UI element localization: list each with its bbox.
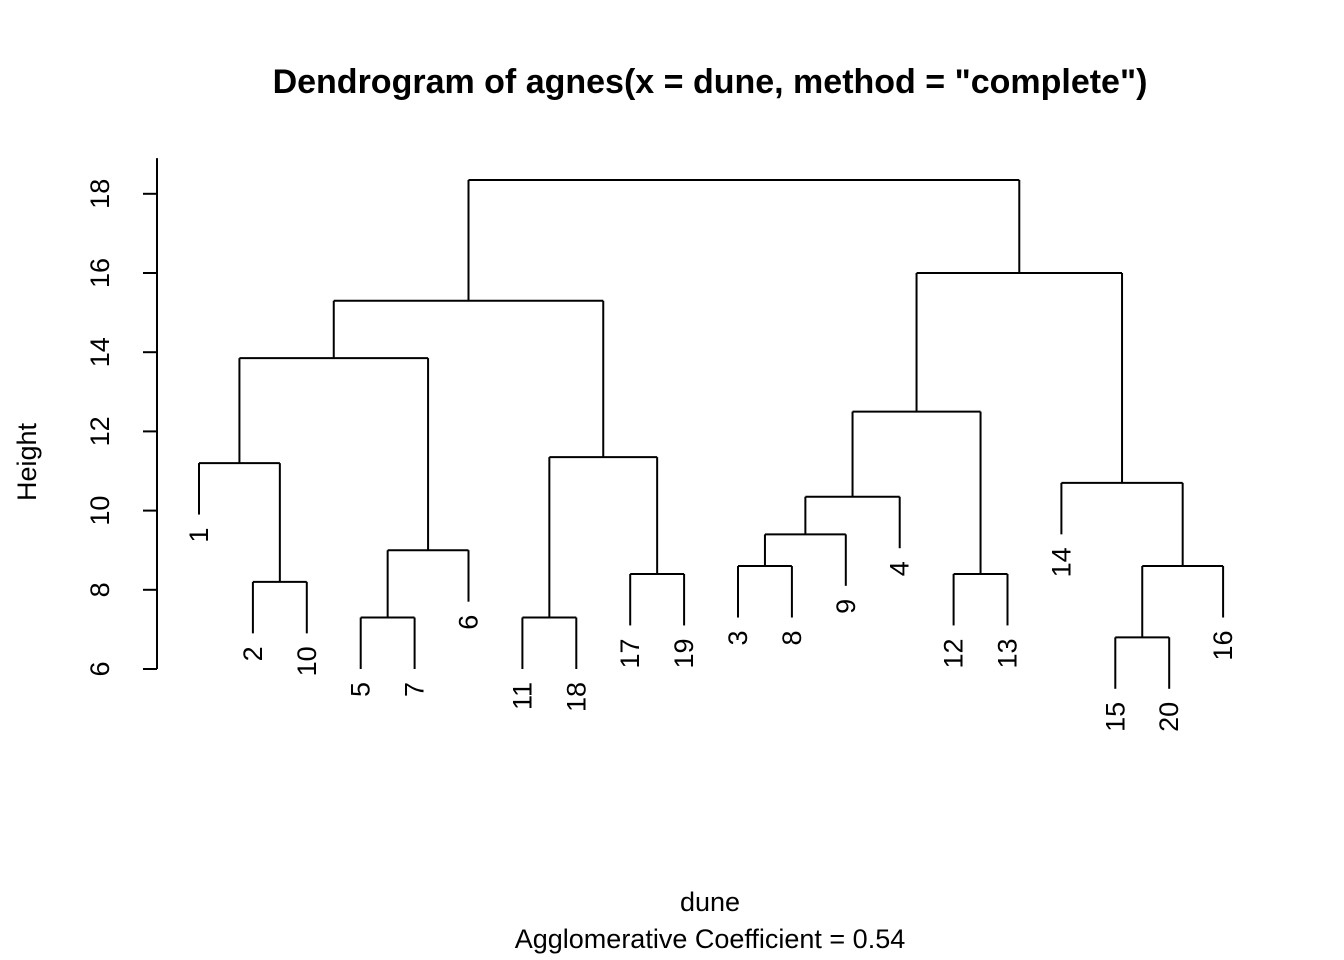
leaf-label: 12 (939, 638, 969, 668)
leaf-label: 4 (885, 561, 915, 576)
leaf-label: 10 (292, 646, 322, 676)
leaf-label: 9 (831, 599, 861, 614)
y-tick-label: 18 (85, 179, 115, 209)
leaf-label: 2 (238, 646, 268, 661)
leaf-label: 14 (1046, 547, 1076, 577)
y-axis-label: Height (12, 422, 42, 501)
leaf-label: 6 (454, 615, 484, 630)
leaf-label: 18 (561, 682, 591, 712)
leaf-label: 11 (507, 682, 537, 710)
leaf-label: 1 (184, 528, 214, 543)
agglomerative-coefficient: Agglomerative Coefficient = 0.54 (515, 924, 906, 954)
y-axis: 6 8 10 12 14 16 18 (85, 158, 158, 677)
leaf-label: 15 (1100, 702, 1130, 732)
y-tick-label: 6 (85, 661, 115, 676)
y-tick-label: 16 (85, 258, 115, 288)
leaf-label: 8 (777, 631, 807, 646)
leaf-label: 13 (993, 638, 1023, 668)
y-tick-label: 14 (85, 337, 115, 367)
y-tick-label: 8 (85, 582, 115, 597)
leaf-label: 16 (1208, 631, 1238, 661)
dendrogram-tree (198, 178, 1225, 689)
x-axis-label: dune (680, 887, 740, 917)
leaf-label: 5 (346, 682, 376, 697)
y-tick-label: 10 (85, 496, 115, 526)
leaf-label: 19 (669, 638, 699, 668)
leaf-label: 20 (1154, 702, 1184, 732)
leaf-label: 3 (723, 631, 753, 646)
chart-title: Dendrogram of agnes(x = dune, method = "… (273, 63, 1148, 101)
leaf-label: 7 (400, 682, 430, 697)
y-tick-label: 12 (85, 416, 115, 446)
leaf-label: 17 (615, 638, 645, 668)
